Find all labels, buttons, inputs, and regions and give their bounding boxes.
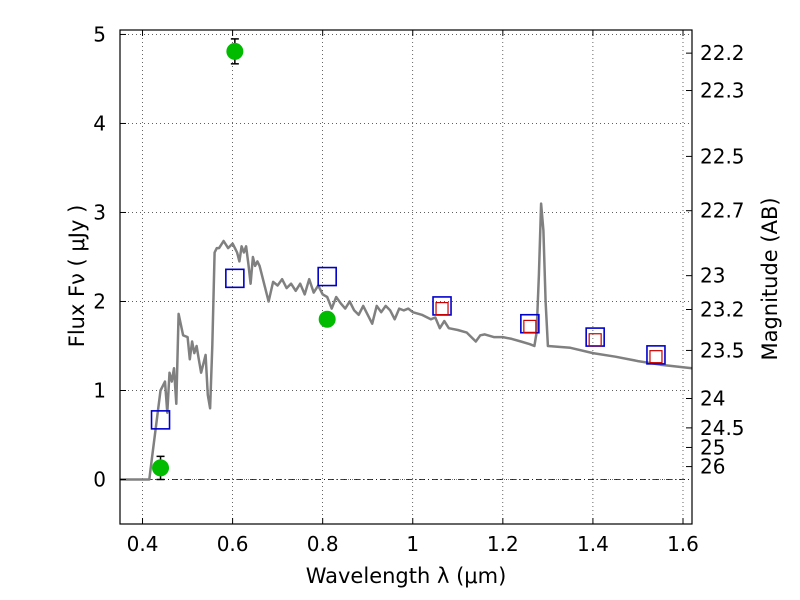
y-tick-label: 3	[93, 200, 106, 224]
plot-area	[120, 38, 693, 481]
y-tick-label: 1	[93, 378, 106, 402]
x-tick-label: 1.2	[487, 532, 519, 556]
magnitude-tick-label: 23	[700, 264, 725, 288]
photometry-square-marker	[646, 345, 666, 365]
magnitude-tick-label: 25	[700, 435, 725, 459]
model-square-marker	[435, 301, 449, 316]
model-square-marker	[588, 333, 602, 347]
measurement-circle-marker	[318, 310, 336, 328]
magnitude-tick-label: 22.2	[700, 41, 745, 65]
magnitude-tick-label: 22.3	[700, 79, 745, 103]
y-tick-label: 2	[93, 289, 106, 313]
magnitude-tick-label: 23.5	[700, 338, 745, 362]
x-tick-label: 1	[406, 532, 419, 556]
magnitude-tick-label: 24.5	[700, 416, 745, 440]
x-tick-label: 0.4	[127, 532, 159, 556]
x-tick-label: 0.8	[307, 532, 339, 556]
x-axis-label: Wavelength λ (μm)	[306, 564, 507, 588]
x-tick-label: 1.4	[577, 532, 609, 556]
magnitude-tick-label: 26	[700, 455, 725, 479]
magnitude-tick-label: 22.5	[700, 144, 745, 168]
magnitude-tick-label: 24	[700, 386, 725, 410]
y-tick-label: 0	[93, 467, 106, 491]
y-axis-label: Flux Fν ( μJy )	[65, 205, 89, 348]
photometry-square-marker	[317, 266, 337, 287]
y-tick-label: 4	[93, 111, 106, 135]
right-axis-label: Magnitude (AB)	[758, 197, 782, 360]
magnitude-tick-label: 22.7	[700, 199, 745, 223]
axis-ticks: 0.4 0.6 0.8 1 1.2 1.4 1.601234522.222.322.522.…	[93, 22, 744, 556]
y-tick-label: 5	[93, 22, 106, 46]
model-square-marker	[649, 350, 663, 364]
measurement-circle-marker	[226, 42, 244, 60]
grid-lines	[120, 30, 692, 524]
photometry-square-marker	[225, 268, 245, 289]
measurement-circle-marker	[152, 459, 170, 477]
photometry-square-marker	[150, 410, 171, 430]
x-tick-label: 1.6	[667, 532, 699, 556]
model-square-marker	[523, 319, 537, 333]
magnitude-tick-label: 23.2	[700, 297, 745, 321]
x-tick-label: 0.6	[217, 532, 249, 556]
model-spectrum-line	[120, 202, 693, 481]
axes-frame	[119, 29, 693, 525]
